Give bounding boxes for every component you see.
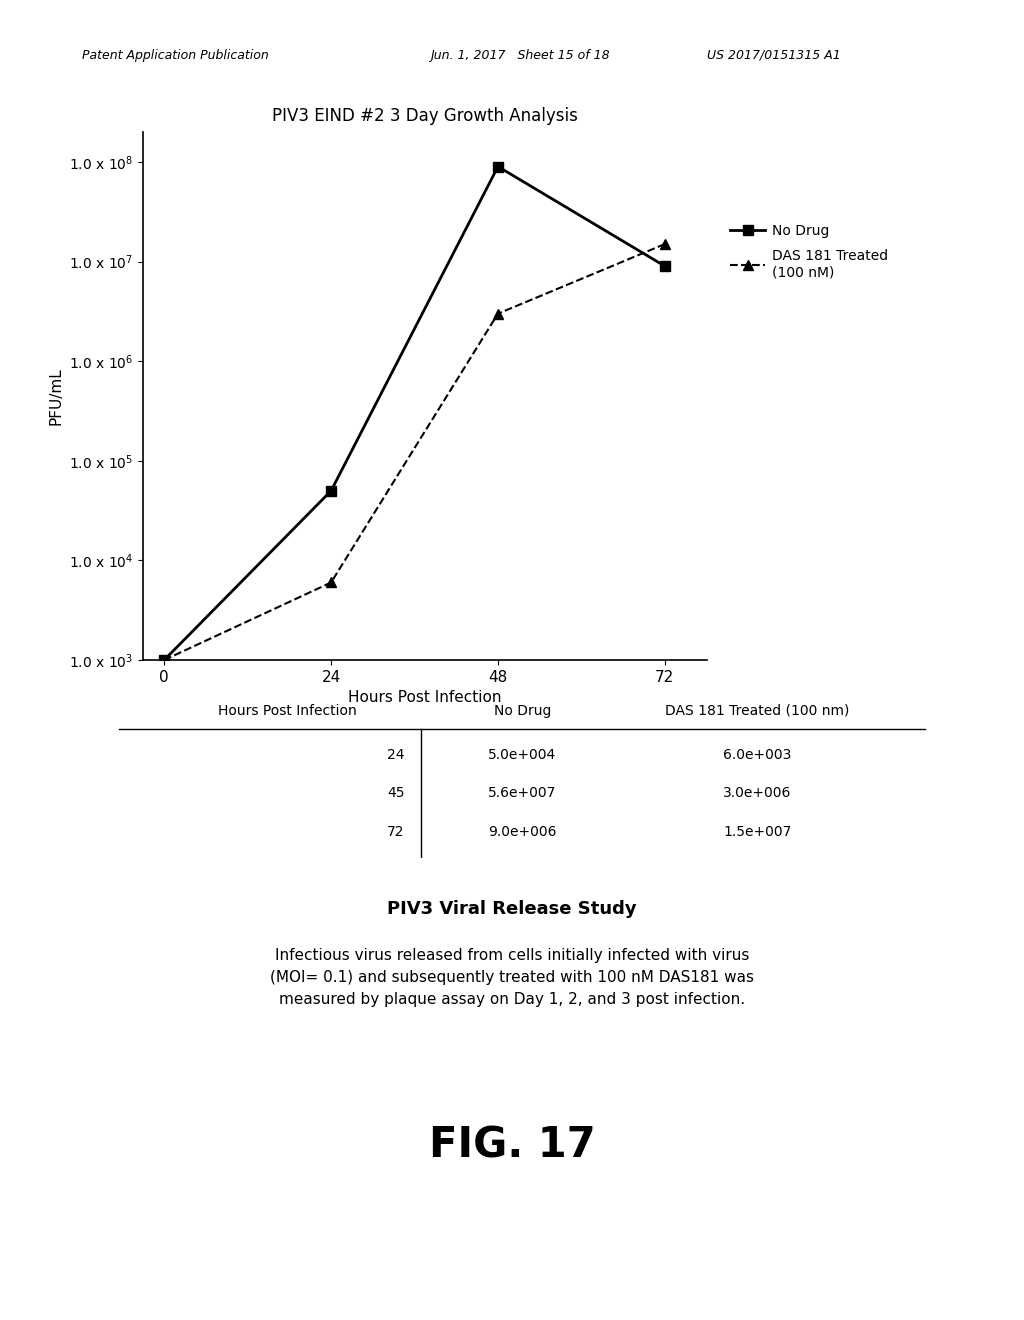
Y-axis label: PFU/mL: PFU/mL [48, 367, 63, 425]
Text: 1.5e+007: 1.5e+007 [723, 825, 792, 840]
Title: PIV3 EIND #2 3 Day Growth Analysis: PIV3 EIND #2 3 Day Growth Analysis [272, 107, 578, 125]
Text: 72: 72 [387, 825, 404, 840]
Text: Jun. 1, 2017   Sheet 15 of 18: Jun. 1, 2017 Sheet 15 of 18 [430, 49, 609, 62]
DAS 181 Treated
(100 nM) [158, 652, 170, 668]
Text: 6.0e+003: 6.0e+003 [723, 748, 792, 762]
Text: FIG. 17: FIG. 17 [429, 1125, 595, 1167]
Text: DAS 181 Treated (100 nm): DAS 181 Treated (100 nm) [666, 704, 850, 718]
DAS 181 Treated
(100 nM) [325, 574, 337, 590]
Line: DAS 181 Treated
(100 nM): DAS 181 Treated (100 nM) [160, 239, 670, 665]
Text: 5.6e+007: 5.6e+007 [488, 785, 556, 800]
Legend: No Drug, DAS 181 Treated
(100 nM): No Drug, DAS 181 Treated (100 nM) [725, 218, 894, 285]
Text: 3.0e+006: 3.0e+006 [723, 785, 792, 800]
X-axis label: Hours Post Infection: Hours Post Infection [348, 690, 502, 705]
Text: 45: 45 [387, 785, 404, 800]
Text: 5.0e+004: 5.0e+004 [488, 748, 556, 762]
Text: No Drug: No Drug [494, 704, 551, 718]
Line: No Drug: No Drug [160, 161, 670, 665]
Text: US 2017/0151315 A1: US 2017/0151315 A1 [707, 49, 841, 62]
DAS 181 Treated
(100 nM) [492, 306, 504, 322]
Text: 9.0e+006: 9.0e+006 [488, 825, 556, 840]
Text: Infectious virus released from cells initially infected with virus
(MOI= 0.1) an: Infectious virus released from cells ini… [270, 948, 754, 1007]
Text: 24: 24 [387, 748, 404, 762]
Text: Patent Application Publication: Patent Application Publication [82, 49, 268, 62]
Text: PIV3 Viral Release Study: PIV3 Viral Release Study [387, 900, 637, 919]
No Drug [658, 259, 671, 275]
No Drug [492, 158, 504, 174]
Text: Hours Post Infection: Hours Post Infection [218, 704, 356, 718]
DAS 181 Treated
(100 nM) [658, 236, 671, 252]
No Drug [158, 652, 170, 668]
No Drug [325, 483, 337, 499]
